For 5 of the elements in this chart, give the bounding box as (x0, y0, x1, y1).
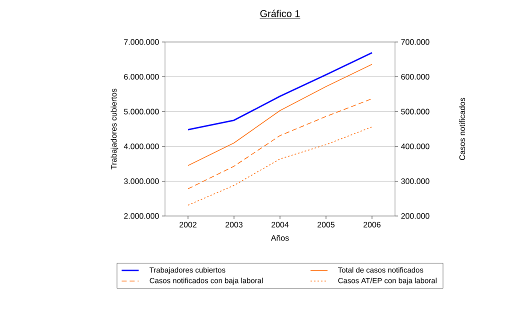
line-series (187, 52, 373, 130)
line-series (188, 98, 372, 190)
chart-title: Gráfico 1 (260, 10, 300, 18)
line-series (188, 64, 372, 166)
line-series (188, 126, 372, 206)
